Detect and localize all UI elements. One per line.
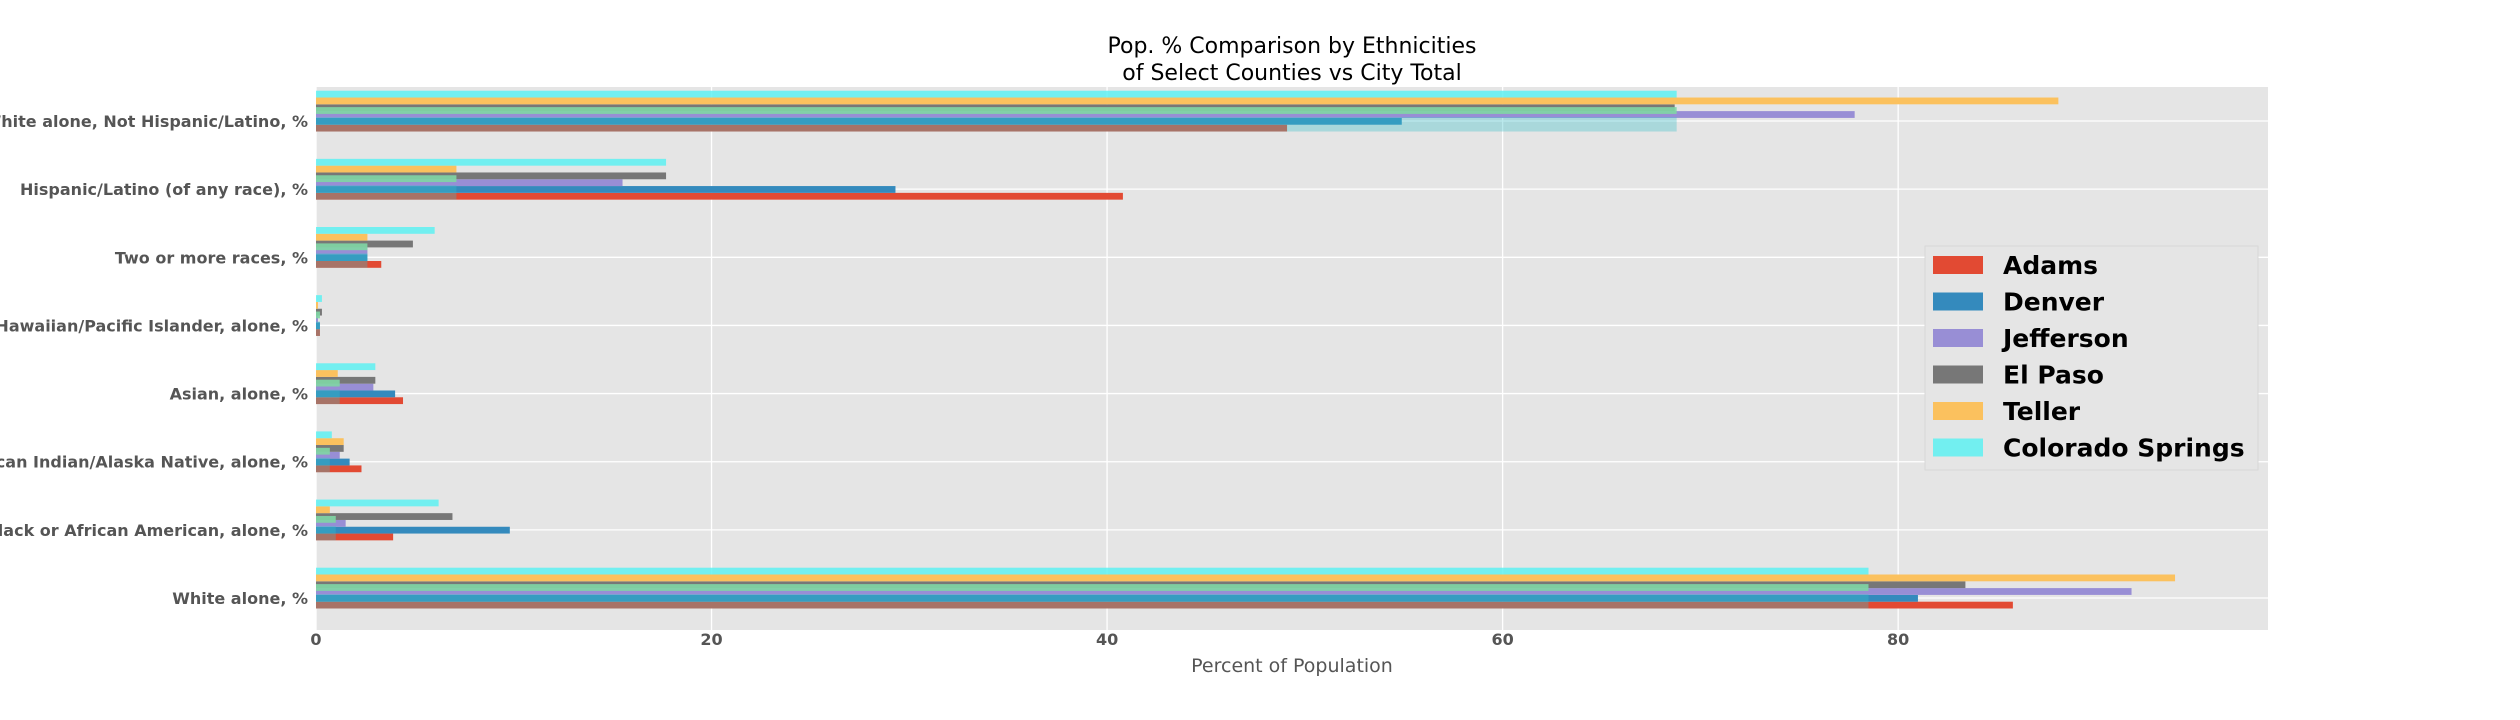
bar-jefferson xyxy=(316,111,1855,118)
bar-overlay-wash xyxy=(316,321,320,336)
bar-el-paso xyxy=(316,172,667,180)
bar-denver xyxy=(316,526,510,534)
x-tick-label: 80 xyxy=(1887,630,1909,649)
y-tick-label: White alone, Not Hispanic/Latino, % xyxy=(0,112,308,131)
bar-teller xyxy=(316,301,318,309)
bar-jefferson xyxy=(316,247,368,255)
bar-el-paso xyxy=(316,376,376,384)
bar-teller xyxy=(316,506,330,514)
x-tick-label: 20 xyxy=(700,630,722,649)
bar-overlay xyxy=(316,107,1677,114)
x-tick-label: 0 xyxy=(310,630,321,649)
bar-denver xyxy=(316,322,320,330)
bar-overlay xyxy=(316,379,340,387)
bar-overlay xyxy=(316,447,330,455)
bar-colorado-springs xyxy=(316,499,439,507)
bar-overlay xyxy=(316,584,1869,591)
chart-title: Pop. % Comparison by Ethnicities xyxy=(1108,34,1477,59)
bar-colorado-springs xyxy=(316,158,667,166)
bar-colorado-springs xyxy=(316,363,376,371)
bar-overlay xyxy=(316,311,320,319)
bar-adams xyxy=(316,465,362,473)
bar-jefferson xyxy=(316,588,2132,595)
bar-denver xyxy=(316,458,350,466)
legend-label: Colorado Springs xyxy=(2003,434,2245,463)
y-tick-label: Two or more races, % xyxy=(115,248,308,267)
bar-colorado-springs xyxy=(316,227,435,234)
bar-adams xyxy=(316,124,1288,132)
legend-box xyxy=(1924,245,2259,471)
y-tick-label: Asian, alone, % xyxy=(170,385,308,404)
bar-denver xyxy=(316,186,896,193)
bar-el-paso xyxy=(316,513,453,520)
bar-denver xyxy=(316,117,1402,125)
legend-swatch xyxy=(1933,402,1983,420)
bar-denver xyxy=(316,594,1918,602)
y-tick-label: Native Hawaiian/Pacific Islander, alone,… xyxy=(0,316,308,335)
bar-colorado-springs xyxy=(316,431,332,439)
y-tick-label: White alone, % xyxy=(172,589,308,608)
bar-teller xyxy=(316,438,344,446)
bar-jefferson xyxy=(316,179,623,187)
legend-label: Adams xyxy=(2003,251,2098,280)
bar-jefferson xyxy=(316,451,340,459)
bar-jefferson xyxy=(316,315,318,323)
bar-teller xyxy=(316,97,2059,105)
bar-teller xyxy=(316,165,457,173)
legend-swatch xyxy=(1933,365,1983,384)
bar-overlay-wash xyxy=(316,389,340,405)
bar-overlay-wash xyxy=(316,253,368,268)
x-axis-label: Percent of Population xyxy=(1191,655,1393,677)
bar-overlay-wash xyxy=(316,594,1869,609)
legend-swatch xyxy=(1933,438,1983,457)
bar-adams xyxy=(316,533,394,541)
bar-overlay-wash xyxy=(316,185,457,200)
legend-swatch xyxy=(1933,256,1983,274)
legend-swatch xyxy=(1933,329,1983,347)
y-tick-label: Black or African American, alone, % xyxy=(0,521,308,540)
bar-teller xyxy=(316,233,368,241)
legend-label: Jefferson xyxy=(2001,324,2129,353)
bar-adams xyxy=(316,261,382,268)
legend-swatch xyxy=(1933,292,1983,311)
bar-teller xyxy=(316,574,2176,582)
chart-title: of Select Counties vs City Total xyxy=(1122,61,1461,86)
bar-teller xyxy=(316,370,338,377)
bar-colorado-springs xyxy=(316,90,1677,98)
x-tick-label: 60 xyxy=(1491,630,1513,649)
bar-adams xyxy=(316,329,320,336)
bar-jefferson xyxy=(316,519,346,527)
bar-overlay xyxy=(316,515,336,523)
y-tick-label: American Indian/Alaska Native, alone, % xyxy=(0,453,308,472)
legend-label: El Paso xyxy=(2003,361,2104,390)
bar-overlay-wash xyxy=(316,457,330,473)
bar-overlay xyxy=(316,243,368,251)
bar-series-group xyxy=(316,90,2176,609)
bar-overlay-wash xyxy=(316,117,1677,132)
legend-label: Teller xyxy=(2003,397,2081,426)
y-tick-label: Hispanic/Latino (of any race), % xyxy=(20,180,308,199)
bar-jefferson xyxy=(316,383,374,391)
bar-denver xyxy=(316,254,368,261)
bar-adams xyxy=(316,192,1123,200)
bar-adams xyxy=(316,601,2013,609)
bar-overlay-wash xyxy=(316,525,336,541)
bar-adams xyxy=(316,397,404,405)
legend-label: Denver xyxy=(2003,288,2105,317)
bar-colorado-springs xyxy=(316,567,1869,575)
bar-colorado-springs xyxy=(316,295,322,302)
bar-overlay xyxy=(316,175,457,183)
bar-denver xyxy=(316,390,396,398)
x-tick-label: 40 xyxy=(1096,630,1118,649)
